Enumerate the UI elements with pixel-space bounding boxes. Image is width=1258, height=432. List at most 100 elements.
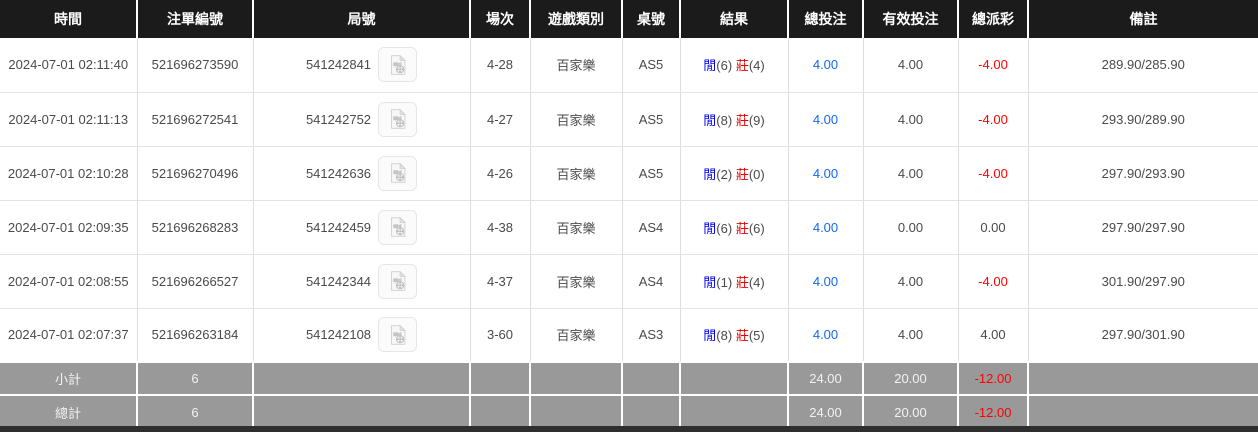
table-no-cell: AS3 xyxy=(622,308,681,363)
summary-label-cell: 小計 xyxy=(0,361,138,395)
summary-total-bet-cell: 24.00 xyxy=(788,361,864,395)
session-cell: 4-38 xyxy=(470,200,531,255)
summary-empty-cell xyxy=(680,394,789,428)
round-number: 541242459 xyxy=(305,219,372,235)
total-bet-cell: 4.00 xyxy=(788,146,864,201)
banker-result-score: (6) xyxy=(748,220,765,236)
session-cell: 4-28 xyxy=(470,38,531,93)
banker-result-score: (4) xyxy=(748,58,765,74)
video-replay-icon xyxy=(390,216,406,237)
video-replay-icon xyxy=(390,108,406,129)
summary-empty-cell xyxy=(530,394,623,428)
bet-id-cell: 521696263184 xyxy=(137,308,254,363)
remark-cell: 301.90/297.90 xyxy=(1028,254,1258,309)
game-type-cell: 百家樂 xyxy=(530,146,623,201)
col-header-bet-id: 注單編號 xyxy=(137,0,254,38)
video-replay-button[interactable] xyxy=(378,155,418,191)
round-cell: 541242344 xyxy=(253,254,471,309)
round-number: 541242108 xyxy=(305,327,372,343)
table-no-cell: AS5 xyxy=(622,38,681,93)
table-no-cell: AS5 xyxy=(622,146,681,201)
col-header-table-no: 桌號 xyxy=(622,0,681,38)
video-replay-icon xyxy=(390,270,406,291)
round-cell: 541242841 xyxy=(253,38,471,93)
banker-result-score: (9) xyxy=(748,112,765,128)
round-cell: 541242636 xyxy=(253,146,471,201)
game-type-cell: 百家樂 xyxy=(530,200,623,255)
total-bet-cell: 4.00 xyxy=(788,308,864,363)
remark-cell: 289.90/285.90 xyxy=(1028,38,1258,93)
banker-result-score: (5) xyxy=(748,328,765,344)
round-number: 541242636 xyxy=(305,165,372,181)
table-row: 2024-07-01 02:11:13 521696272541 5412427… xyxy=(0,92,1258,147)
round-number: 541242344 xyxy=(305,273,372,289)
game-type-cell: 百家樂 xyxy=(530,38,623,93)
video-replay-button[interactable] xyxy=(378,47,418,83)
bet-id-cell: 521696273590 xyxy=(137,38,254,93)
summary-total-payout-cell: -12.00 xyxy=(958,361,1029,395)
summary-row: 總計 6 24.00 20.00 -12.00 xyxy=(0,394,1258,428)
summary-empty-cell xyxy=(253,394,471,428)
table-row: 2024-07-01 02:08:55 521696266527 5412423… xyxy=(0,254,1258,309)
summary-empty-cell xyxy=(470,361,531,395)
summary-total-bet-cell: 24.00 xyxy=(788,394,864,428)
session-cell: 3-60 xyxy=(470,308,531,363)
valid-bet-cell: 4.00 xyxy=(863,92,959,147)
game-type-cell: 百家樂 xyxy=(530,308,623,363)
banker-result-label: 莊 xyxy=(735,166,749,182)
game-type-cell: 百家樂 xyxy=(530,254,623,309)
session-cell: 4-27 xyxy=(470,92,531,147)
table-header-row: 時間 注單編號 局號 場次 遊戲類別 桌號 結果 總投注 有效投注 總派彩 備註 xyxy=(0,0,1258,38)
round-number: 541242841 xyxy=(305,57,372,73)
player-result-score: (8) xyxy=(716,112,733,128)
time-cell: 2024-07-01 02:11:40 xyxy=(0,38,138,93)
total-bet-cell: 4.00 xyxy=(788,254,864,309)
summary-count-cell: 6 xyxy=(137,394,254,428)
col-header-result: 結果 xyxy=(680,0,789,38)
total-bet-cell: 4.00 xyxy=(788,92,864,147)
col-header-round: 局號 xyxy=(253,0,471,38)
summary-empty-cell xyxy=(1028,394,1258,428)
player-result-score: (2) xyxy=(716,166,733,182)
table-row: 2024-07-01 02:11:40 521696273590 5412428… xyxy=(0,38,1258,93)
banker-result-label: 莊 xyxy=(735,328,749,344)
time-cell: 2024-07-01 02:10:28 xyxy=(0,146,138,201)
round-cell: 541242108 xyxy=(253,308,471,363)
video-replay-button[interactable] xyxy=(378,209,418,245)
valid-bet-cell: 4.00 xyxy=(863,38,959,93)
result-cell: 閒(6) 莊(4) xyxy=(680,38,789,93)
player-result-score: (8) xyxy=(716,328,733,344)
bet-id-cell: 521696266527 xyxy=(137,254,254,309)
banker-result-label: 莊 xyxy=(735,112,749,128)
valid-bet-cell: 4.00 xyxy=(863,146,959,201)
total-payout-cell: -4.00 xyxy=(958,146,1029,201)
time-cell: 2024-07-01 02:08:55 xyxy=(0,254,138,309)
session-cell: 4-26 xyxy=(470,146,531,201)
time-cell: 2024-07-01 02:07:37 xyxy=(0,308,138,363)
video-replay-button[interactable] xyxy=(378,101,418,137)
col-header-time: 時間 xyxy=(0,0,138,38)
video-replay-button[interactable] xyxy=(378,263,418,299)
result-cell: 閒(2) 莊(0) xyxy=(680,146,789,201)
game-type-cell: 百家樂 xyxy=(530,92,623,147)
remark-cell: 297.90/301.90 xyxy=(1028,308,1258,363)
summary-empty-cell xyxy=(680,361,789,395)
banker-result-score: (0) xyxy=(748,166,765,182)
total-payout-cell: -4.00 xyxy=(958,38,1029,93)
player-result-label: 閒 xyxy=(703,166,717,182)
col-header-remark: 備註 xyxy=(1028,0,1258,38)
banker-result-label: 莊 xyxy=(735,274,749,290)
summary-empty-cell xyxy=(470,394,531,428)
banker-result-label: 莊 xyxy=(735,220,749,236)
total-payout-cell: -4.00 xyxy=(958,254,1029,309)
summary-empty-cell xyxy=(622,394,681,428)
bottom-bar xyxy=(0,426,1258,432)
video-replay-button[interactable] xyxy=(378,317,418,353)
result-cell: 閒(8) 莊(5) xyxy=(680,308,789,363)
summary-empty-cell xyxy=(530,361,623,395)
total-bet-cell: 4.00 xyxy=(788,200,864,255)
summary-label-cell: 總計 xyxy=(0,394,138,428)
summary-row: 小計 6 24.00 20.00 -12.00 xyxy=(0,361,1258,395)
